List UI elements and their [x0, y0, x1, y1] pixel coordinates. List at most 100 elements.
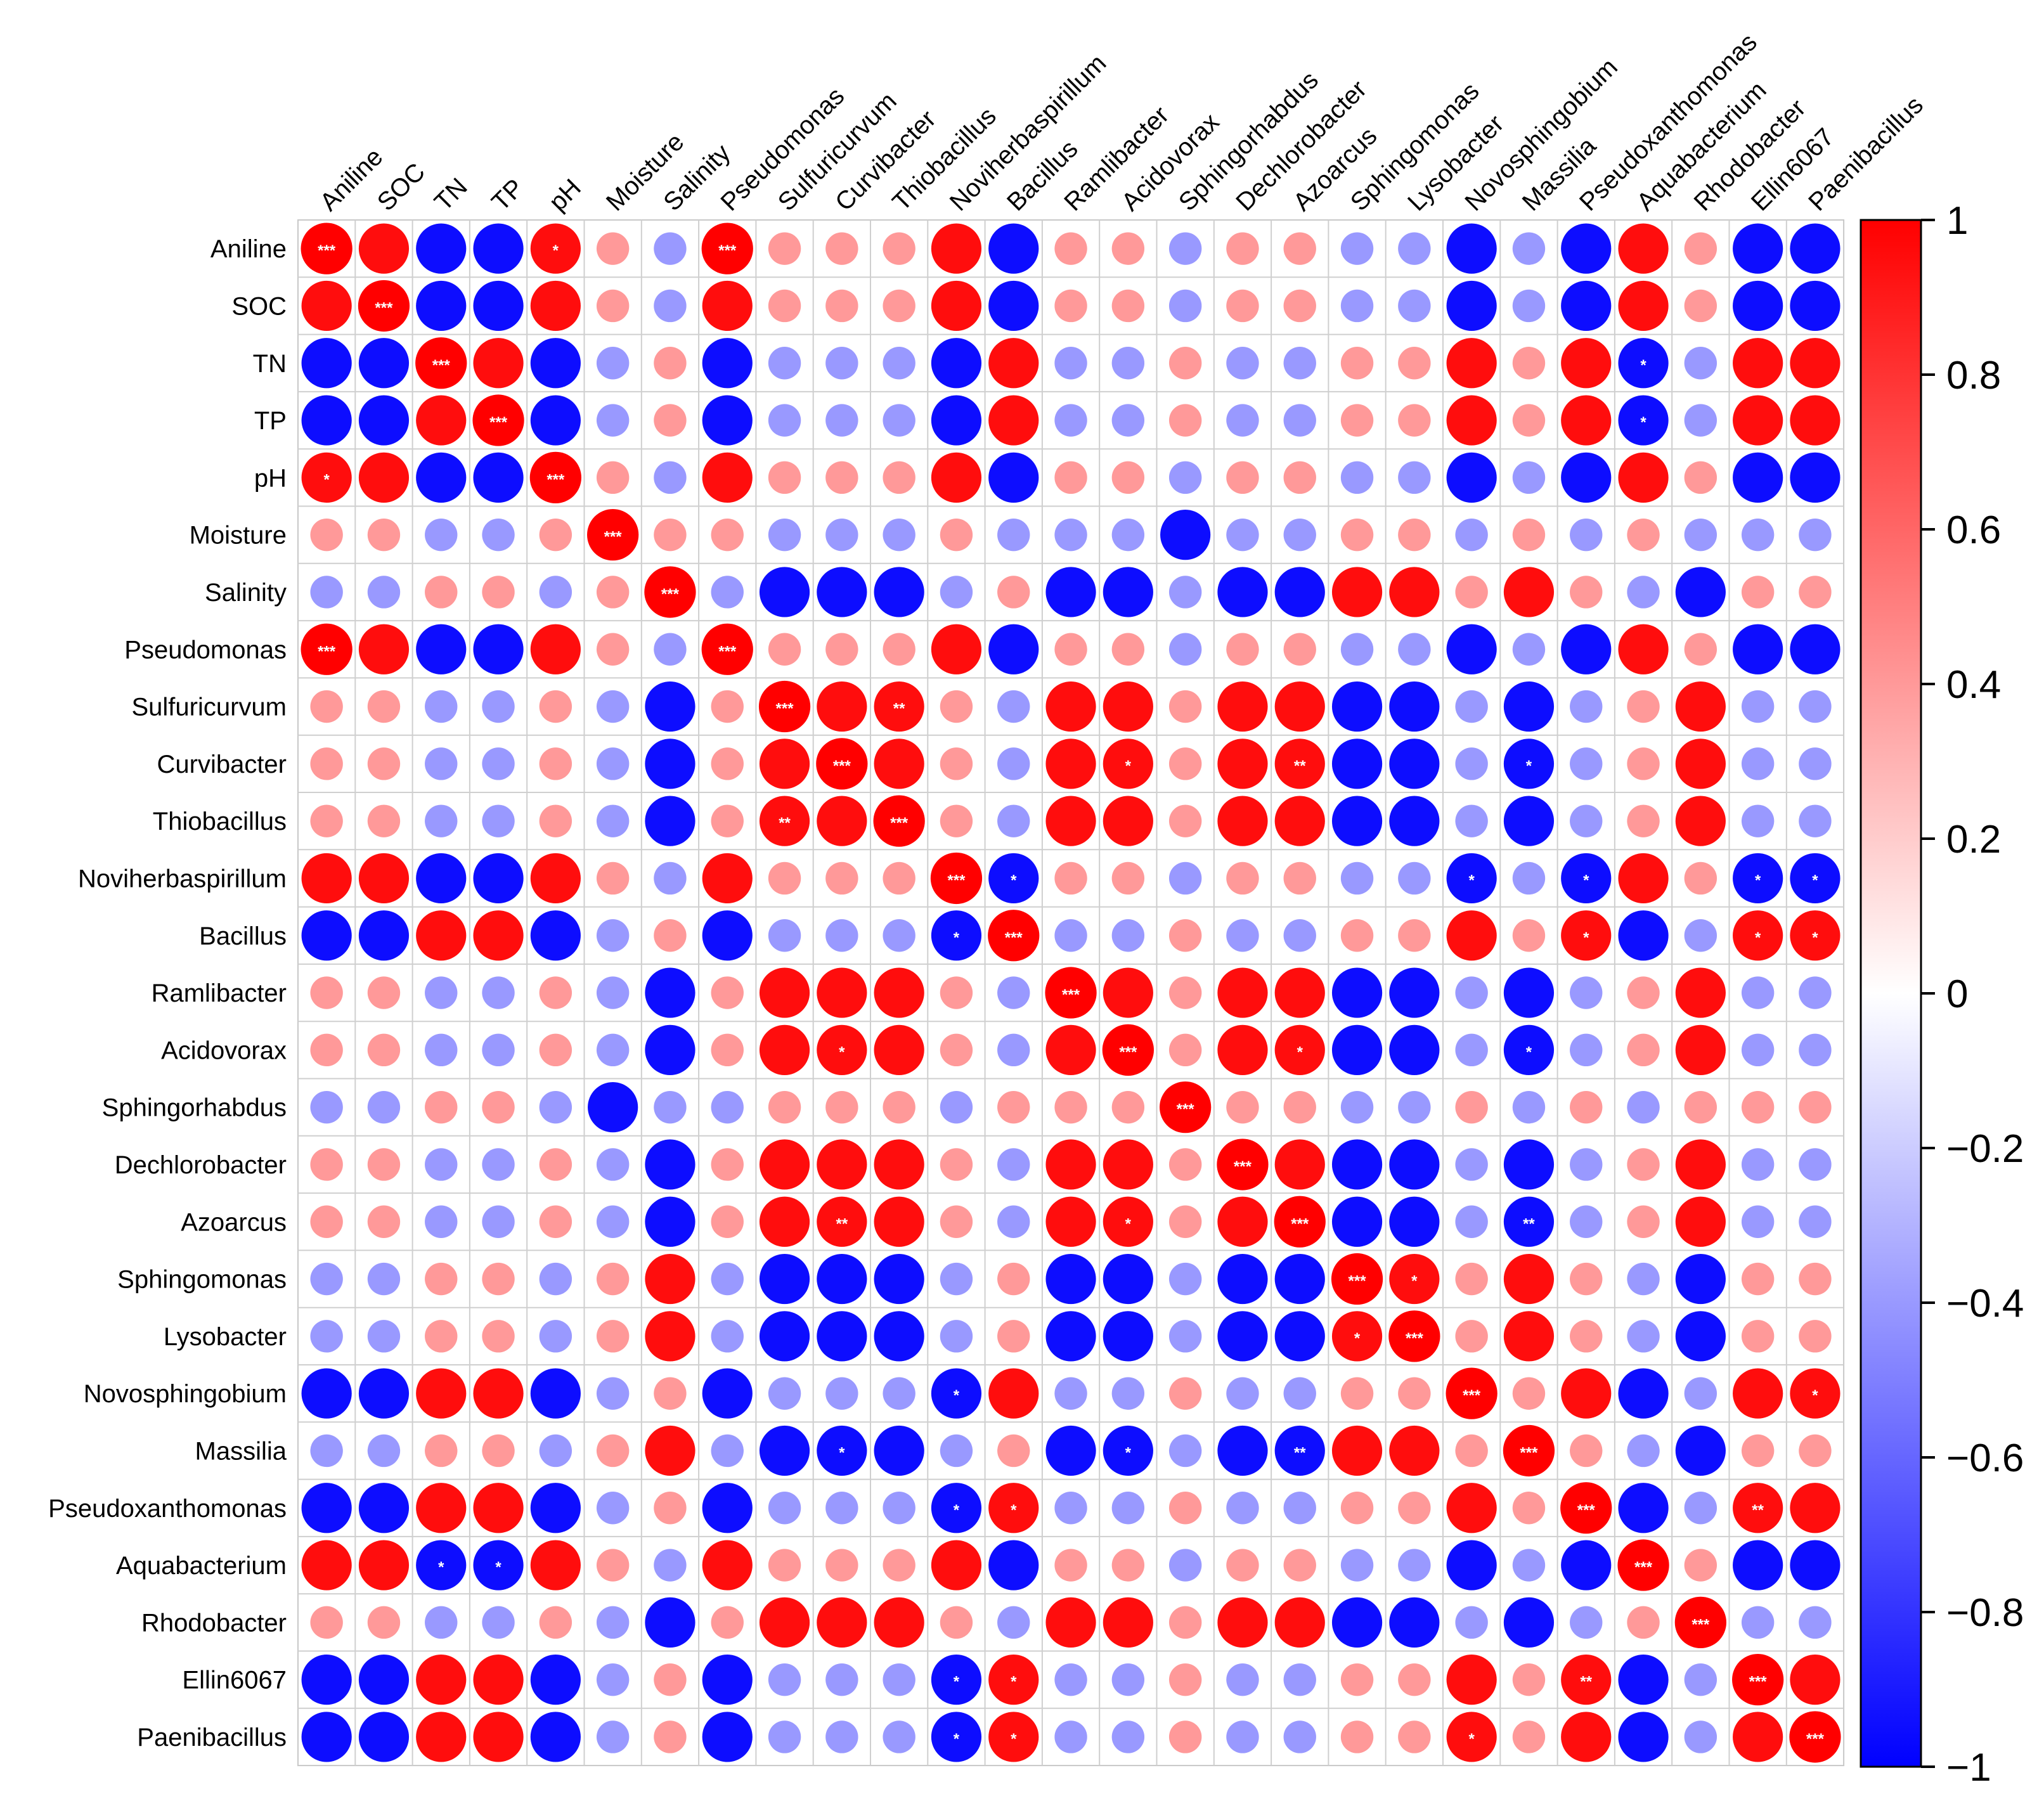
correlation-circle: [702, 1712, 753, 1762]
correlation-circle: [425, 1320, 458, 1353]
correlation-circle: [1168, 862, 1202, 895]
correlation-circle: [711, 1606, 744, 1639]
correlation-circle: [1561, 910, 1612, 961]
significance-mark: *: [323, 471, 330, 488]
correlation-circle: [1675, 967, 1726, 1018]
correlation-circle: [416, 280, 467, 332]
correlation-circle: [310, 1090, 343, 1124]
correlation-circle: [1799, 804, 1832, 837]
correlation-circle: [1389, 681, 1440, 732]
correlation-circle: [701, 623, 753, 675]
significance-mark: *: [954, 1502, 960, 1519]
correlation-circle: [768, 404, 801, 437]
correlation-circle: [1455, 1434, 1488, 1468]
correlation-circle: [1054, 1549, 1087, 1582]
correlation-circle: [1168, 1720, 1202, 1753]
correlation-circle: [711, 1262, 744, 1296]
correlation-circle: [1570, 1090, 1603, 1124]
significance-mark: ***: [375, 299, 393, 316]
correlation-circle: [1561, 395, 1612, 446]
significance-mark: *: [1354, 1330, 1361, 1347]
correlation-circle: [425, 1033, 458, 1067]
correlation-circle: [1283, 633, 1316, 666]
correlation-circle: [367, 1606, 401, 1639]
correlation-circle: [1054, 862, 1087, 895]
correlation-circle: [1790, 223, 1840, 274]
correlation-circle: [1226, 1090, 1259, 1124]
correlation-circle: [1618, 223, 1669, 274]
correlation-circle: [1790, 1540, 1840, 1591]
correlation-circle: [654, 1720, 687, 1753]
correlation-circle: [1283, 1090, 1316, 1124]
correlation-circle: [1799, 1033, 1832, 1067]
correlation-circle: [310, 804, 343, 837]
correlation-circle: [1455, 1148, 1488, 1181]
correlation-circle: [358, 395, 410, 446]
correlation-circle: [1103, 1196, 1153, 1247]
correlation-circle: [1103, 739, 1153, 789]
correlation-circle: [883, 518, 915, 552]
significance-mark: *: [495, 1559, 501, 1576]
correlation-circle: [1675, 1425, 1726, 1476]
correlation-circle: [768, 347, 801, 380]
correlation-circle: [1512, 862, 1546, 895]
correlation-circle: [1274, 1253, 1325, 1305]
correlation-circle: [1799, 518, 1832, 552]
correlation-circle: [1226, 232, 1259, 265]
correlation-circle: [1217, 1311, 1268, 1362]
correlation-circle: [1503, 1139, 1555, 1190]
correlation-circle: [1283, 347, 1316, 380]
correlation-circle: [301, 853, 352, 904]
significance-mark: **: [779, 815, 791, 832]
correlation-circle: [1331, 796, 1383, 846]
correlation-circle: [1045, 1196, 1096, 1247]
significance-mark: **: [1523, 1215, 1535, 1232]
correlation-circle: [1675, 1311, 1726, 1362]
correlation-circle: [1733, 1483, 1783, 1533]
correlation-circle: [1226, 862, 1259, 895]
correlation-circle: [1446, 853, 1497, 904]
correlation-circle: [1331, 1597, 1383, 1648]
correlation-circle: [1684, 1492, 1717, 1525]
correlation-circle: [940, 1033, 973, 1067]
correlation-circle: [358, 624, 410, 674]
correlation-circle: [1618, 1712, 1669, 1762]
correlation-circle: [1168, 1606, 1202, 1639]
correlation-circle: [301, 1712, 352, 1762]
correlation-circle: [1741, 804, 1775, 837]
row-label: Aniline: [210, 235, 287, 263]
correlation-circle: [367, 1205, 401, 1238]
significance-mark: *: [438, 1559, 444, 1576]
correlation-circle: [596, 1262, 630, 1296]
correlation-circle: [1217, 1425, 1268, 1476]
correlation-circle: [310, 690, 343, 723]
correlation-circle: [1799, 1205, 1832, 1238]
correlation-circle: [1103, 967, 1153, 1018]
correlation-circle: [425, 976, 458, 1009]
significance-mark: *: [839, 1444, 845, 1461]
correlation-circle: [654, 862, 687, 895]
correlation-circle: [1675, 1024, 1726, 1075]
correlation-circle: [711, 1320, 744, 1353]
correlation-circle: [1627, 1148, 1660, 1181]
correlation-circle: [1684, 289, 1717, 323]
correlation-circle: [711, 747, 744, 780]
correlation-circle: [1570, 690, 1603, 723]
correlation-circle: [1398, 1663, 1431, 1696]
correlation-circle: [645, 1425, 695, 1476]
correlation-circle: [759, 967, 810, 1018]
correlation-circle: [530, 1540, 581, 1591]
correlation-circle: [874, 1597, 924, 1648]
correlation-circle: [711, 1090, 744, 1124]
correlation-circle: [1561, 338, 1612, 389]
correlation-circle: [997, 976, 1030, 1009]
correlation-circle: [988, 280, 1039, 332]
correlation-circle: [1570, 1606, 1603, 1639]
correlation-circle: [1674, 1596, 1726, 1648]
correlation-circle: [1733, 1712, 1783, 1762]
correlation-circle: [1274, 1024, 1325, 1075]
correlation-circle: [931, 338, 982, 389]
correlation-circle: [1389, 567, 1440, 617]
correlation-circle: [644, 566, 696, 618]
correlation-circle: [988, 1483, 1039, 1533]
